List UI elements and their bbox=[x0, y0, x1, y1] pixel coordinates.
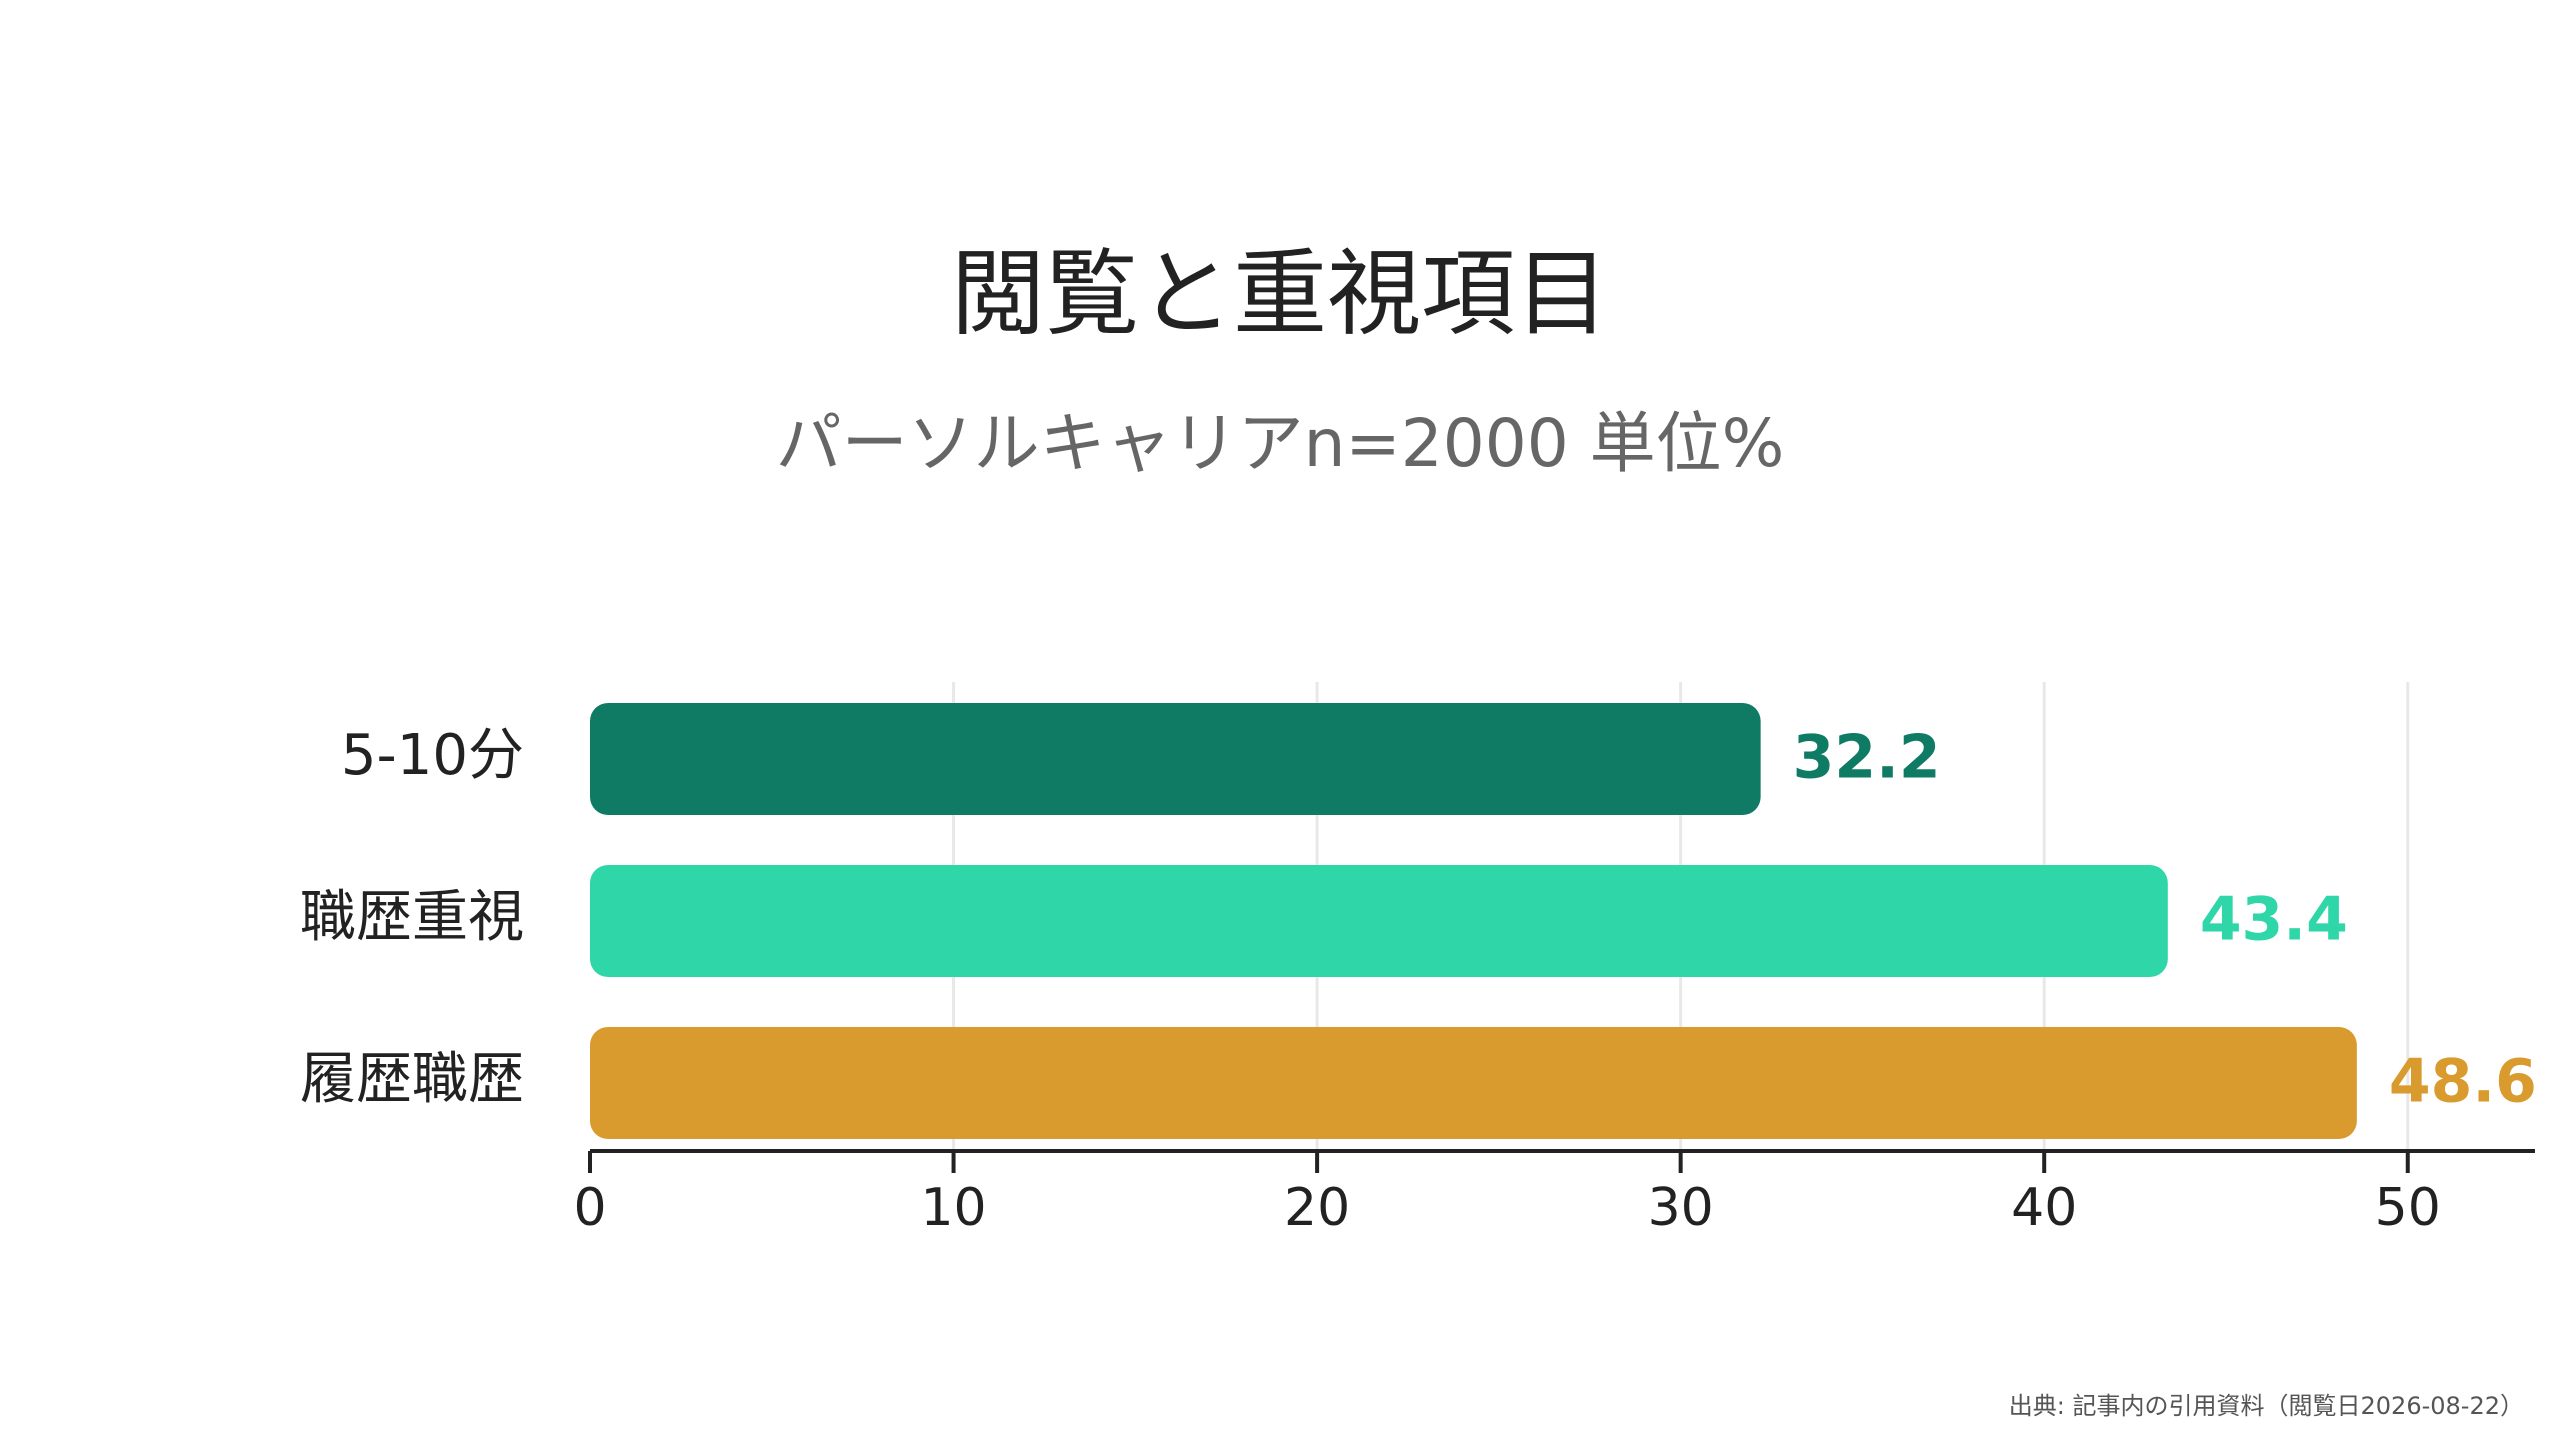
category-label: 5-10分 bbox=[341, 723, 524, 788]
x-tick-label: 10 bbox=[920, 1178, 986, 1238]
value-label: 48.6 bbox=[2389, 1047, 2537, 1117]
source-note: 出典: 記事内の引用資料（閲覧日2026-08-22） bbox=[2008, 1392, 2524, 1420]
x-tick-label: 0 bbox=[573, 1178, 606, 1238]
chart-subtitle: パーソルキャリアn=2000 単位% bbox=[775, 405, 1785, 482]
x-tick-label: 40 bbox=[2011, 1178, 2077, 1238]
x-axis: 0 10 20 30 40 50 bbox=[573, 1149, 2535, 1238]
x-tick-label: 20 bbox=[1284, 1178, 1350, 1238]
bar bbox=[590, 703, 1761, 815]
category-label: 職歴重視 bbox=[300, 885, 524, 950]
x-tick-label: 50 bbox=[2375, 1178, 2441, 1238]
value-label: 32.2 bbox=[1793, 723, 1941, 793]
chart-title: 閲覧と重視項目 bbox=[950, 240, 1609, 349]
category-label: 履歴職歴 bbox=[300, 1047, 524, 1112]
value-label: 43.4 bbox=[2200, 885, 2348, 955]
bars bbox=[590, 703, 2357, 1139]
bar bbox=[590, 865, 2168, 977]
bar bbox=[590, 1027, 2357, 1139]
value-labels: 32.2 43.4 48.6 bbox=[1793, 723, 2537, 1117]
x-tick-label: 30 bbox=[1648, 1178, 1714, 1238]
